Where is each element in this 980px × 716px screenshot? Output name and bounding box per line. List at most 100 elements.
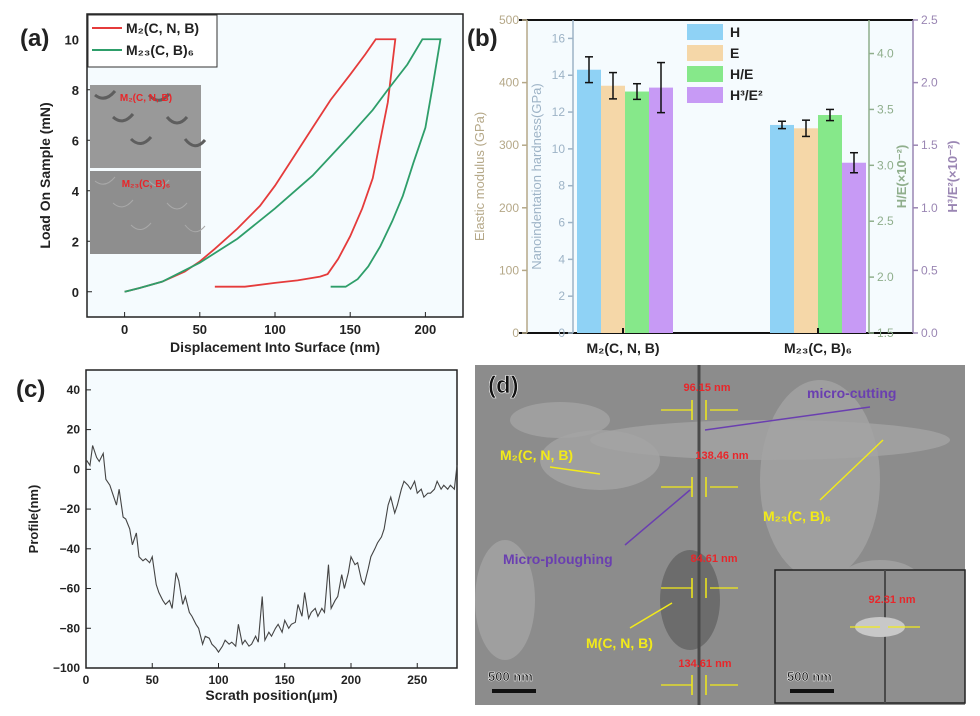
sem-texture (111, 112, 135, 123)
inset-measurement-label: 92.31 nm (868, 594, 915, 606)
x-tick-label: 150 (339, 322, 361, 337)
y-tick-label: 10 (65, 32, 79, 47)
plot-area (85, 369, 458, 669)
y-tick-label: 4 (72, 184, 80, 199)
x-tick-label: 50 (193, 322, 207, 337)
tick-label: 12 (552, 105, 566, 119)
y-tick-label: 20 (67, 423, 81, 437)
measurement-label: 96.15 nm (683, 382, 730, 394)
sem-inset-image (90, 85, 201, 168)
phase-label: M₂(C, N, B) (500, 447, 573, 463)
legend-swatch (687, 87, 723, 103)
bar (818, 115, 842, 334)
sem-texture (112, 199, 134, 208)
phase-label: M₂₃(C, B)₆ (763, 508, 831, 524)
y-tick-label: 8 (72, 83, 79, 98)
scale-bar-label: 500 nm (488, 669, 533, 684)
x-tick-label: 0 (121, 322, 128, 337)
tick-label: 0 (558, 326, 565, 340)
panel-label-b: (b) (467, 25, 498, 52)
x-tick-label: 100 (208, 673, 228, 687)
tick-label: 2.0 (921, 76, 938, 90)
axis-label-0: Elastic modulus (GPa) (472, 112, 487, 241)
tick-label: 4.0 (877, 47, 894, 61)
bright-phase (760, 380, 880, 580)
measurement-label: 84.61 nm (690, 553, 737, 565)
y-axis-label: Load On Sample (mN) (37, 102, 53, 248)
y-tick-label: −40 (60, 542, 81, 556)
series-line-1 (124, 38, 442, 293)
legend-entry: M₂(C, N, B) (126, 20, 199, 36)
tick-label: 16 (552, 31, 566, 45)
tick-label: 10 (552, 142, 566, 156)
axis-label-2: H/E(×10⁻²) (894, 145, 909, 209)
sem-texture (166, 202, 188, 210)
bar (577, 69, 601, 333)
inset-label: M₂₃(C, B)₆ (122, 179, 171, 190)
phase-arrow (549, 466, 601, 475)
y-tick-label: 40 (67, 383, 81, 397)
panel-label-a: (a) (20, 25, 49, 52)
x-tick-label: 50 (146, 673, 160, 687)
legend (87, 14, 218, 68)
x-axis-label: Displacement Into Surface (nm) (170, 339, 380, 355)
measurement-label: 138.46 nm (695, 450, 748, 462)
legend-entry: H³/E² (730, 87, 763, 103)
sem-texture (130, 222, 152, 230)
x-tick-label: 150 (275, 673, 295, 687)
measurement-label: 134.61 nm (678, 658, 731, 670)
legend-entry: H/E (730, 66, 753, 82)
bright-phase (475, 540, 535, 660)
sem-texture (129, 135, 153, 145)
scale-bar (492, 689, 536, 693)
phase-label: M(C, N, B) (586, 635, 653, 651)
category-label: M₂₃(C, B)₆ (784, 340, 852, 356)
panel-b: 0 100 200 300 400 500 0 2 4 6 8 10 12 14 16 1.5 2.0 2.5 3.… (467, 13, 960, 356)
y-axis-label: Profile(nm) (26, 485, 41, 554)
panel-label-c: (c) (16, 376, 45, 403)
tick-label: 3.5 (877, 102, 894, 116)
tick-label: 300 (499, 138, 519, 152)
legend-swatch (687, 24, 723, 40)
x-axis-label: Scrath position(μm) (205, 687, 337, 703)
x-tick-label: 250 (407, 673, 427, 687)
bar (601, 85, 625, 333)
y-tick-label: −20 (60, 502, 81, 516)
legend-entry: M₂₃(C, B)₆ (126, 42, 194, 58)
phase-arrow (629, 602, 673, 629)
y-tick-label: −60 (60, 582, 81, 596)
tick-label: 2.5 (921, 13, 938, 27)
y-tick-label: 0 (72, 285, 79, 300)
bright-phase (510, 402, 610, 438)
y-tick-label: −100 (53, 661, 80, 675)
inset-scale-bar-label: 500 nm (787, 669, 832, 684)
category-label: M₂(C, N, B) (586, 340, 659, 356)
dark-phase (660, 550, 720, 650)
legend-swatch (687, 45, 723, 61)
tick-label: 8 (558, 179, 565, 193)
tick-label: 4 (558, 252, 565, 266)
tick-label: 1.0 (921, 201, 938, 215)
tick-label: 2.5 (877, 214, 894, 228)
inset-scale-bar (790, 689, 834, 693)
legend-entry: H (730, 24, 740, 40)
tick-label: 2 (558, 289, 565, 303)
mechanism-label: micro-cutting (807, 385, 896, 401)
sem-texture (94, 90, 117, 100)
series-line-0 (124, 38, 397, 293)
mechanism-arrow (624, 489, 691, 546)
axis-label-1: Nanoindentation hardness(GPa) (529, 83, 544, 269)
tick-label: 0.0 (921, 326, 938, 340)
y-tick-label: 0 (73, 462, 80, 476)
tick-label: 400 (499, 76, 519, 90)
sem-texture (165, 115, 189, 125)
x-tick-label: 0 (83, 673, 90, 687)
panel-d: (d) 96.15 nm 138.46 nm 84.61 nm 134.61 nm M₂(… (475, 365, 966, 705)
panel-a: 0 50 100 150 200 0 2 4 6 8 10 Displacement Into Sur… (20, 13, 464, 355)
tick-label: 100 (499, 263, 519, 277)
sem-texture (183, 138, 207, 148)
phase-arrow (819, 439, 884, 501)
axis-label-3: H³/E²(×10⁻²) (945, 140, 960, 212)
legend-entry: E (730, 45, 739, 61)
